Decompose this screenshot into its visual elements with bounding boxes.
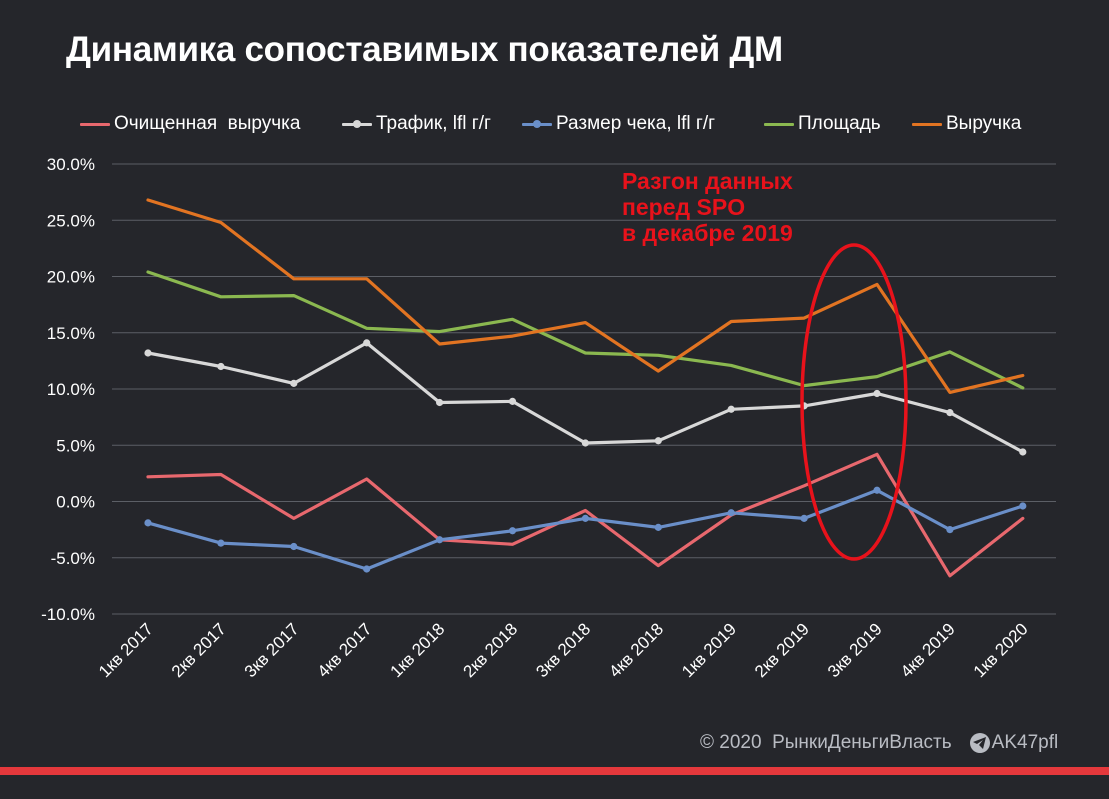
y-tick-label: 20.0%: [47, 268, 95, 287]
legend-label-revenue: Выручка: [946, 113, 1022, 134]
x-tick-label: 4кв 2019: [897, 619, 959, 681]
series-line: [146, 198, 1025, 394]
series-line: [146, 270, 1025, 390]
legend-item-revenue: Выручка: [912, 112, 1021, 136]
data-point: [290, 542, 298, 551]
y-tick-label: 30.0%: [47, 155, 95, 174]
data-point: [800, 514, 808, 522]
data-point: [508, 527, 517, 535]
legend-label-cleaned-revenue: Очищенная выручка: [114, 113, 301, 134]
data-point: [873, 389, 881, 398]
x-tick-label: 2кв 2017: [168, 619, 230, 681]
annotation-line-1: Разгон данных: [622, 168, 793, 194]
legend-swatch-revenue: [912, 122, 942, 126]
legend-item-traffic: Трафик, lfl г/г: [342, 112, 491, 136]
x-tick-label: 1кв 2018: [387, 619, 449, 681]
legend-marker: [533, 119, 541, 128]
data-point: [144, 349, 152, 357]
legend-swatch-area: [764, 122, 794, 126]
chart-legend: Очищенная выручка Трафик, lfl г/г Размер…: [80, 112, 1040, 136]
data-point: [946, 409, 954, 417]
y-axis-tick-labels: 30.0% 25.0% 20.0% 15.0% 10.0% 5.0% 0.0% -5.0% -1…: [41, 155, 95, 624]
legend-label-area: Площадь: [798, 113, 881, 134]
y-tick-label: -5.0%: [51, 549, 95, 568]
y-tick-label: 5.0%: [56, 436, 95, 455]
data-point: [581, 514, 590, 522]
data-point: [436, 398, 444, 407]
series-line: [146, 488, 1025, 571]
data-point: [290, 379, 298, 387]
series-line: [146, 452, 1025, 578]
x-tick-label: 4кв 2018: [605, 619, 667, 681]
data-point: [946, 526, 954, 534]
annotation-line-3: в декабре 2019: [622, 220, 793, 246]
chart-grid: [112, 163, 1056, 615]
data-point: [1019, 502, 1027, 510]
x-tick-label: 3кв 2019: [824, 619, 886, 681]
chart-title: Динамика сопоставимых показателей ДМ: [66, 30, 783, 69]
x-tick-label: 3кв 2017: [241, 619, 303, 681]
y-tick-label: 10.0%: [47, 380, 95, 399]
data-point: [873, 486, 881, 494]
x-tick-label: 1кв 2020: [970, 619, 1032, 681]
data-point: [217, 539, 225, 547]
y-tick-label: 0.0%: [56, 493, 95, 512]
data-point: [508, 397, 517, 405]
y-tick-label: 15.0%: [47, 324, 95, 343]
data-point: [654, 523, 662, 531]
annotation-line-2: перед SPO: [622, 194, 746, 220]
legend-item-cleaned-revenue: Очищенная выручка: [80, 112, 300, 136]
data-point: [363, 565, 371, 573]
x-tick-label: 3кв 2018: [532, 619, 594, 681]
series-line: [146, 341, 1025, 454]
data-point: [436, 536, 444, 544]
telegram-channel-link[interactable]: AK47pfl: [969, 732, 1059, 754]
x-tick-label: 4кв 2017: [314, 619, 376, 681]
legend-item-area: Площадь: [764, 112, 881, 136]
data-point: [727, 509, 735, 517]
legend-label-avg-check: Размер чека, lfl г/г: [556, 113, 716, 134]
data-point: [1019, 448, 1027, 456]
legend-swatch-avg-check: [522, 119, 552, 128]
legend-item-avg-check: Размер чека, lfl г/г: [522, 112, 715, 136]
data-point: [363, 339, 371, 347]
chart-series: [144, 198, 1027, 578]
legend-marker: [353, 119, 361, 128]
bottom-accent-bar: [0, 767, 1109, 775]
y-tick-label: 25.0%: [47, 211, 95, 230]
data-point: [217, 362, 225, 371]
x-axis-tick-labels: 1кв 2017 2кв 2017 3кв 2017 4кв 2017 1кв 2018…: [95, 619, 1032, 681]
chart-annotation: Разгон данных перед SPO в декабре 2019: [622, 168, 793, 246]
y-tick-label: -10.0%: [41, 605, 95, 624]
x-tick-label: 2кв 2019: [751, 619, 813, 681]
highlight-ellipse: [800, 243, 908, 561]
telegram-channel-name: AK47pfl: [991, 732, 1059, 753]
data-point: [654, 437, 662, 445]
copyright-text: © 2020 РынкиДеньгиВласть: [700, 732, 952, 753]
data-point: [581, 439, 590, 447]
line-chart: 30.0% 25.0% 20.0% 15.0% 10.0% 5.0% 0.0% -5.0% -1…: [41, 155, 1056, 681]
legend-swatch-cleaned-revenue: [80, 122, 110, 126]
legend-swatch-traffic: [342, 119, 372, 128]
x-tick-label: 2кв 2018: [459, 619, 521, 681]
x-tick-label: 1кв 2019: [678, 619, 740, 681]
legend-label-traffic: Трафик, lfl г/г: [376, 113, 491, 134]
telegram-icon: [969, 733, 990, 753]
data-point: [727, 405, 735, 413]
x-tick-label: 1кв 2017: [95, 619, 157, 681]
footer: © 2020 РынкиДеньгиВласть AK47pfl: [700, 732, 1058, 754]
data-point: [144, 519, 152, 527]
